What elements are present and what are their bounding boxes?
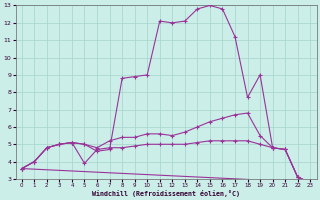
X-axis label: Windchill (Refroidissement éolien,°C): Windchill (Refroidissement éolien,°C) (92, 190, 240, 197)
